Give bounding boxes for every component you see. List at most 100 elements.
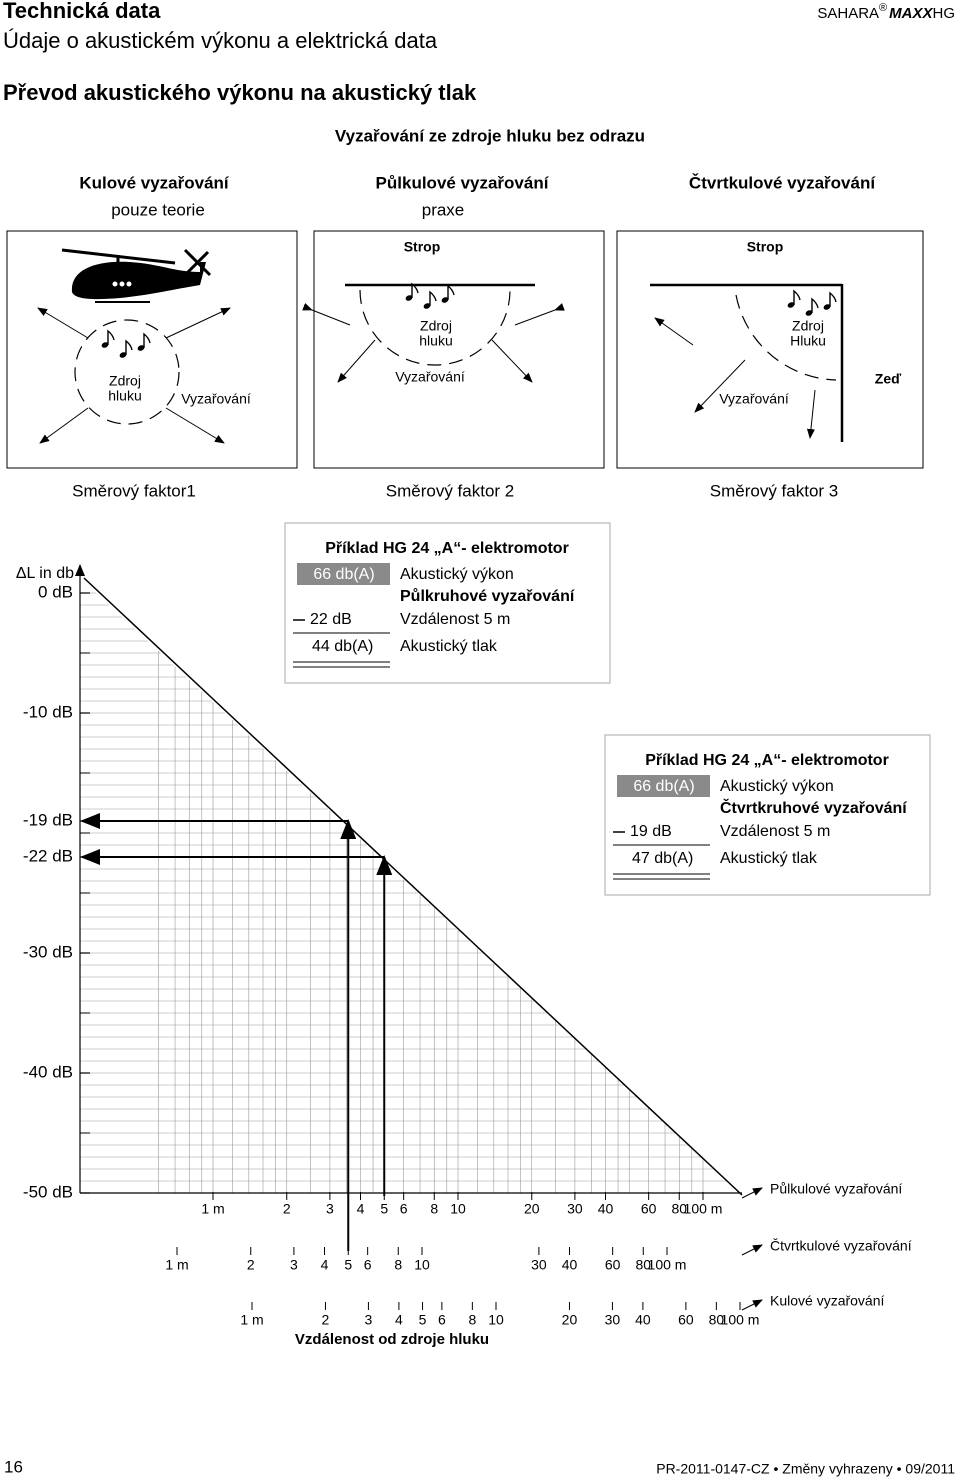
ceiling-label: Strop [747,239,784,255]
x-tick-label: 3 [365,1312,373,1328]
x-tick-label: 4 [321,1257,329,1273]
x-tick-label: 10 [414,1257,430,1273]
mode: Půlkruhové vyzařování [400,588,575,605]
title: Technická data [3,0,161,23]
emission-label: Vyzařování [719,391,789,407]
wall-label: Zeď [875,371,902,387]
power-bg [297,563,390,585]
emission-arrows [37,307,231,444]
source-label: Zdroj [792,318,824,334]
power-bg [617,775,710,797]
emission-arrows [302,302,565,383]
page-number: 16 [4,1457,23,1476]
factor: Směrový faktor1 [72,481,196,500]
example-box: Příklad HG 24 „A“- elektromotor 66 db(A) A… [284,522,611,684]
x-tick-label: 10 [450,1201,466,1217]
note-head [441,297,449,303]
scale-name: Půlkulové vyzařování [770,1181,902,1197]
pressure-label: Akustický tlak [400,638,498,655]
section-title: Převod akustického výkonu na akustický t… [3,80,477,105]
factor: Směrový faktor 3 [710,481,839,500]
brand: SAHARA® MAXXHG [817,2,955,22]
x-tick-label: 2 [283,1201,291,1217]
note-stem [429,290,437,306]
panel [6,230,298,469]
note-head [137,345,145,351]
x-tick-label: 30 [567,1201,583,1217]
scale-name: Čtvrtkulové vyzařování [770,1238,912,1254]
x-tick-label: 2 [247,1257,255,1273]
y-tick-label: 0 dB [38,582,73,601]
power-label: Akustický výkon [400,566,514,583]
note-head [405,295,413,301]
pressure: 44 db(A) [312,638,373,655]
x-tick-label: 100 m [684,1201,723,1217]
x-tick-label: 4 [395,1312,403,1328]
note-stem [829,291,837,307]
y-tick-label: -50 dB [23,1182,73,1201]
x-tick-label: 30 [605,1312,621,1328]
type-title: Půlkulové vyzařování [376,173,550,192]
x-tick-label: 60 [641,1201,657,1217]
emission-label: Vyzařování [181,391,251,407]
delta: 22 dB [310,611,352,628]
notes [101,282,837,358]
note-stem [143,332,151,348]
emission-half [359,289,511,366]
distance: Vzdálenost 5 m [400,611,510,628]
x-tick-label: 2 [322,1312,330,1328]
x-tick-label: 60 [605,1257,621,1273]
mode: Čtvrtkruhové vyzařování [720,798,907,817]
scale-arrow [741,1244,763,1256]
panels: Zdroj hluku Vyzařování Strop Zdroj hluku… [6,230,924,469]
note-head [805,310,813,316]
brand-name: SAHARA [817,5,879,22]
x-tick-label: 8 [468,1312,476,1328]
x-tick-label: 3 [326,1201,334,1217]
type-subtitle: praxe [422,200,465,219]
y-axis-label: ΔL in db [16,565,74,582]
y-axis-arrow [75,564,85,576]
x-tick-label: 6 [438,1312,446,1328]
y-tick-label: -40 dB [23,1062,73,1081]
power-label: Akustický výkon [720,778,834,795]
scale-arrow [741,1187,763,1199]
note-stem [107,329,115,345]
source-label: Zdroj [420,318,452,334]
example-box: Příklad HG 24 „A“- elektromotor 66 db(A) A… [604,734,931,896]
emission-arrows [654,317,816,439]
footer-ref: PR-2011-0147-CZ • Změny vyhrazeny • 09/2… [656,1461,955,1477]
heading: Vyzařování ze zdroje hluku bez odrazu [335,126,645,145]
x-tick-label: 6 [364,1257,372,1273]
box [604,734,931,896]
x-tick-label: 3 [290,1257,298,1273]
example-title: Příklad HG 24 „A“- elektromotor [325,540,569,557]
ceiling-label: Strop [404,239,441,255]
brand-suffix: HG [933,5,956,22]
scale-arrow [741,1299,763,1311]
x-tick-label: 6 [400,1201,408,1217]
x-tick-label: 20 [524,1201,540,1217]
example-title: Příklad HG 24 „A“- elektromotor [645,752,889,769]
x-tick-label: 40 [635,1312,651,1328]
note-head [101,342,109,348]
x-tick-label: 30 [531,1257,547,1273]
source-label: hluku [108,388,141,404]
x-tick-label: 60 [678,1312,694,1328]
emission-label: Vyzařování [395,369,465,385]
note-stem [447,284,455,300]
pressure-label: Akustický tlak [720,850,818,867]
delta: 19 dB [630,823,672,840]
helicopter-icon [61,248,212,303]
note-stem [793,289,801,305]
x-tick-label: 1 m [201,1201,224,1217]
note-head [119,352,127,358]
brand-mark: ® [879,2,887,14]
x-tick-label: 80 [635,1257,651,1273]
x-tick-label: 20 [562,1312,578,1328]
scale-name: Kulové vyzařování [770,1293,885,1309]
power: 66 db(A) [633,778,694,795]
x-tick-label: 40 [598,1201,614,1217]
x-tick-label: 100 m [648,1257,687,1273]
